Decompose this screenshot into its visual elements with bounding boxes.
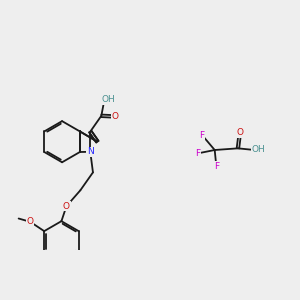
Text: F: F: [214, 162, 219, 171]
Text: F: F: [200, 130, 205, 140]
Text: F: F: [196, 149, 201, 158]
Text: O: O: [63, 202, 70, 211]
Text: N: N: [87, 147, 94, 156]
Text: O: O: [27, 217, 34, 226]
Text: O: O: [112, 112, 119, 121]
Text: OH: OH: [101, 95, 115, 104]
Text: O: O: [236, 128, 243, 137]
Text: OH: OH: [252, 146, 266, 154]
